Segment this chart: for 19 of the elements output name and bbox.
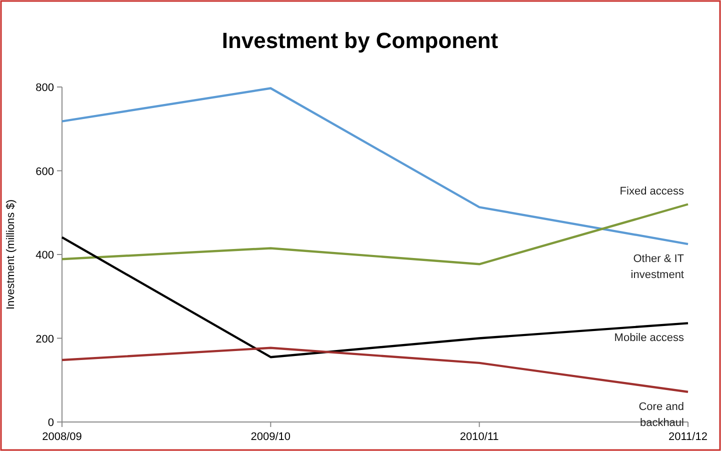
series-label: Other & IT investment [630,253,684,282]
series-label: Mobile access [614,332,684,344]
x-tick-label: 2009/10 [250,431,291,443]
y-tick-label: 800 [36,82,54,94]
line-series [60,203,690,266]
x-tick-label: 2008/09 [42,431,82,443]
y-axis-title: Investment (millions $) [5,199,17,310]
y-tick-label: 600 [36,166,54,178]
chart-title: Investment by Component [222,28,499,53]
x-tick-label: 2010/11 [460,431,499,443]
y-tick-label: 200 [36,333,54,346]
series-label: Fixed access [620,185,684,198]
x-tick-label: 2011/12 [668,431,708,443]
y-tick-label: 0 [48,417,54,429]
line-series [60,236,690,358]
series-label: Core and backhaul [638,400,684,429]
y-tick-label: 400 [36,250,54,262]
line-series [60,87,690,246]
line-series [60,346,690,393]
